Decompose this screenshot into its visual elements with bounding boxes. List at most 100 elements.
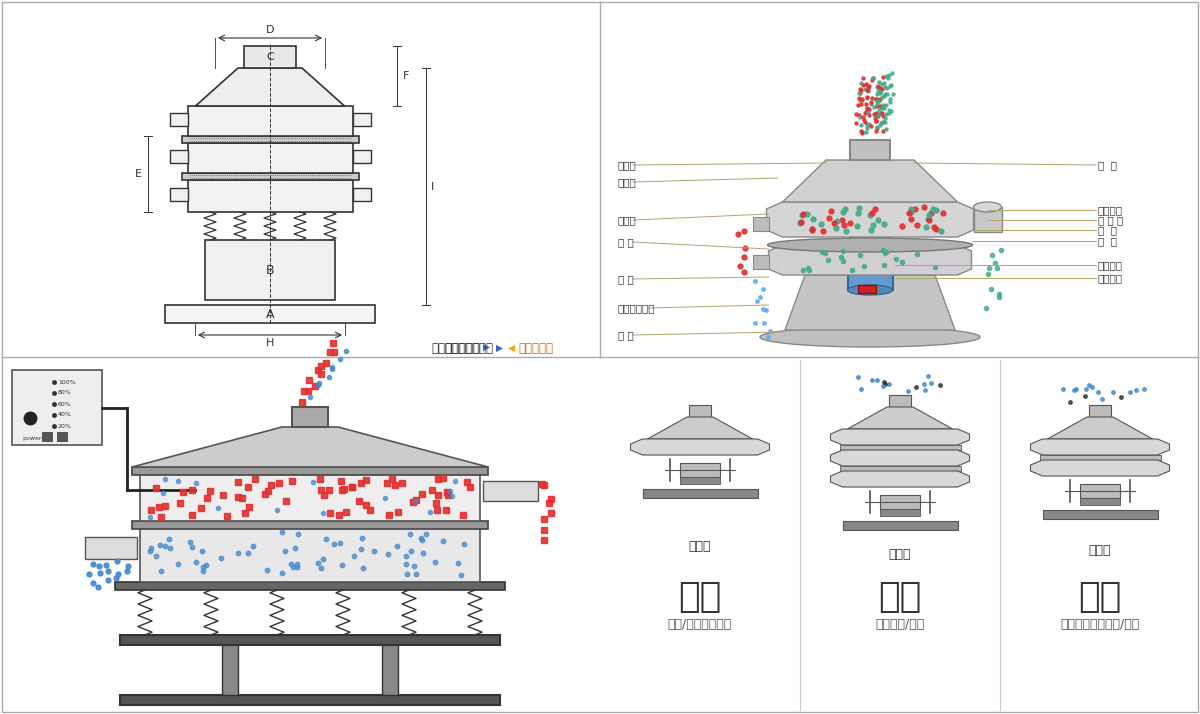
Bar bbox=[840, 445, 960, 450]
Polygon shape bbox=[847, 407, 953, 429]
Bar bbox=[85, 537, 137, 559]
Bar bbox=[222, 635, 238, 695]
Polygon shape bbox=[830, 450, 970, 466]
Bar bbox=[58, 432, 67, 441]
Bar bbox=[353, 188, 371, 201]
Ellipse shape bbox=[847, 285, 893, 295]
Bar bbox=[120, 695, 500, 705]
Text: F: F bbox=[402, 71, 409, 81]
Polygon shape bbox=[630, 439, 769, 455]
Bar bbox=[353, 150, 371, 163]
Bar bbox=[850, 140, 890, 160]
Bar bbox=[1080, 484, 1120, 498]
Text: power: power bbox=[22, 436, 42, 441]
Polygon shape bbox=[785, 275, 955, 330]
Text: 80%: 80% bbox=[58, 391, 72, 396]
Bar bbox=[140, 527, 480, 582]
Text: 加 重 块: 加 重 块 bbox=[1098, 215, 1123, 225]
Text: 双层式: 双层式 bbox=[1088, 544, 1111, 557]
Bar bbox=[1080, 498, 1120, 505]
Bar bbox=[169, 188, 187, 201]
Text: H: H bbox=[266, 338, 274, 348]
Bar bbox=[132, 467, 488, 475]
Polygon shape bbox=[1048, 417, 1152, 439]
Text: A: A bbox=[265, 308, 275, 321]
Polygon shape bbox=[768, 245, 972, 275]
Text: 分级: 分级 bbox=[678, 580, 721, 614]
Bar bbox=[847, 240, 893, 290]
Bar bbox=[132, 521, 488, 529]
Bar bbox=[169, 150, 187, 163]
Ellipse shape bbox=[760, 327, 980, 347]
Text: 20%: 20% bbox=[58, 423, 72, 428]
Text: 过滤: 过滤 bbox=[878, 580, 922, 614]
Text: 单层式: 单层式 bbox=[689, 540, 712, 553]
Bar bbox=[181, 173, 359, 180]
Ellipse shape bbox=[847, 235, 893, 245]
Bar bbox=[838, 250, 845, 272]
Text: 运输固定螺栓: 运输固定螺栓 bbox=[618, 303, 655, 313]
Text: 外形尺寸示意图: 外形尺寸示意图 bbox=[431, 341, 480, 354]
Bar bbox=[973, 207, 1002, 232]
Text: I: I bbox=[431, 181, 433, 191]
Text: 除杂: 除杂 bbox=[1079, 580, 1122, 614]
Text: 出料口: 出料口 bbox=[618, 215, 637, 225]
Bar bbox=[42, 432, 52, 441]
Bar bbox=[187, 143, 353, 173]
Bar bbox=[752, 255, 768, 269]
Bar bbox=[169, 113, 187, 126]
Bar bbox=[889, 395, 911, 407]
Ellipse shape bbox=[973, 202, 1002, 212]
Polygon shape bbox=[1031, 460, 1170, 476]
Text: 去除异物/结块: 去除异物/结块 bbox=[875, 618, 925, 631]
Bar bbox=[244, 46, 296, 68]
Text: 40%: 40% bbox=[58, 413, 72, 418]
Polygon shape bbox=[648, 417, 752, 439]
Polygon shape bbox=[196, 68, 344, 106]
Text: 进料口: 进料口 bbox=[618, 160, 637, 170]
Bar bbox=[382, 635, 398, 695]
Bar bbox=[187, 180, 353, 212]
Text: 颗粒/粉末准确分级: 颗粒/粉末准确分级 bbox=[668, 618, 732, 631]
Bar bbox=[642, 489, 757, 498]
Text: 防尘盖: 防尘盖 bbox=[618, 177, 637, 187]
Text: 下部重锤: 下部重锤 bbox=[1098, 273, 1123, 283]
Ellipse shape bbox=[768, 238, 972, 252]
Text: 100%: 100% bbox=[58, 380, 76, 385]
Bar bbox=[166, 305, 374, 323]
Bar bbox=[292, 407, 328, 427]
Text: 机 座: 机 座 bbox=[618, 330, 634, 340]
Text: C: C bbox=[266, 52, 274, 62]
Polygon shape bbox=[830, 471, 970, 487]
Polygon shape bbox=[1031, 439, 1170, 455]
Bar bbox=[482, 481, 538, 501]
Bar bbox=[12, 370, 102, 445]
Polygon shape bbox=[830, 429, 970, 445]
Text: 去除液体中的颗粒/异物: 去除液体中的颗粒/异物 bbox=[1061, 618, 1140, 631]
Bar bbox=[880, 495, 920, 509]
Bar bbox=[120, 635, 500, 645]
Bar bbox=[1090, 405, 1111, 417]
Text: 上部重锤: 上部重锤 bbox=[1098, 205, 1123, 215]
Bar bbox=[680, 463, 720, 477]
Bar bbox=[689, 405, 710, 417]
Text: 振动电机: 振动电机 bbox=[1098, 260, 1123, 270]
Text: E: E bbox=[134, 169, 142, 179]
Text: 60%: 60% bbox=[58, 401, 72, 406]
Text: D: D bbox=[265, 25, 275, 35]
Text: B: B bbox=[265, 263, 275, 276]
Bar bbox=[181, 136, 359, 143]
Text: 筛  盘: 筛 盘 bbox=[1098, 236, 1117, 246]
Bar bbox=[1043, 510, 1158, 519]
Bar bbox=[680, 477, 720, 484]
Text: 筛  网: 筛 网 bbox=[1098, 160, 1117, 170]
Bar bbox=[752, 217, 768, 231]
Bar bbox=[1039, 455, 1160, 460]
Text: 三层式: 三层式 bbox=[889, 548, 911, 561]
Text: 网  架: 网 架 bbox=[1098, 225, 1117, 235]
Bar bbox=[840, 466, 960, 471]
Bar bbox=[880, 509, 920, 516]
Bar bbox=[115, 582, 505, 590]
Bar bbox=[842, 521, 958, 530]
Polygon shape bbox=[482, 344, 490, 351]
